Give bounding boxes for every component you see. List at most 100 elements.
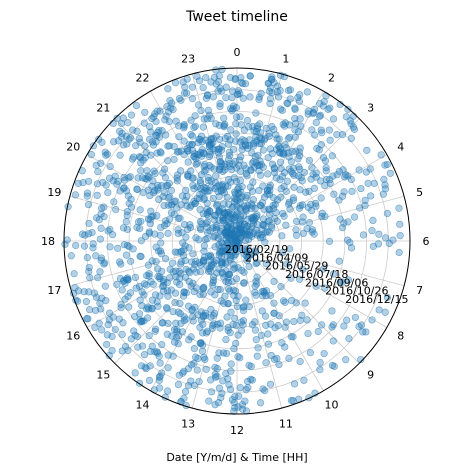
- tweet-point: [339, 278, 347, 286]
- tweet-point: [375, 230, 383, 238]
- tweet-point: [328, 307, 336, 315]
- tweet-point: [211, 243, 219, 251]
- tweet-point: [175, 122, 183, 130]
- tweet-point: [361, 201, 369, 210]
- tweet-point: [82, 298, 90, 306]
- tweet-point: [289, 196, 297, 204]
- tweet-point: [180, 137, 188, 145]
- tweet-point: [174, 229, 182, 238]
- tweet-point: [240, 268, 248, 276]
- tweet-point: [117, 260, 125, 268]
- tweet-point: [171, 289, 180, 297]
- angular-gridline: [114, 240, 238, 364]
- tweet-point: [242, 296, 250, 304]
- tweet-point: [201, 161, 209, 169]
- tweet-point: [252, 291, 260, 299]
- tweet-point: [336, 278, 345, 286]
- tweet-point: [296, 357, 304, 366]
- tweet-point: [284, 135, 292, 143]
- tweet-point: [137, 167, 145, 175]
- tweet-point: [305, 156, 314, 165]
- tweet-point: [340, 188, 348, 196]
- tweet-point: [180, 288, 188, 296]
- tweet-point: [212, 172, 220, 180]
- tweet-point: [285, 121, 294, 129]
- tweet-point: [165, 117, 173, 126]
- tweet-point: [221, 243, 229, 251]
- tweet-point: [147, 213, 155, 221]
- tweet-point: [396, 220, 404, 228]
- tweet-point: [351, 313, 359, 322]
- tweet-point: [316, 365, 324, 374]
- tweet-point: [252, 248, 260, 256]
- tweet-point: [375, 306, 383, 314]
- tweet-point: [292, 231, 301, 239]
- tweet-point: [185, 244, 193, 252]
- scatter-points: [61, 65, 404, 415]
- tweet-point: [279, 297, 288, 305]
- tweet-point: [228, 204, 236, 212]
- tweet-point: [207, 267, 215, 275]
- tweet-point: [199, 290, 207, 299]
- tweet-point: [171, 248, 179, 256]
- tweet-point: [291, 133, 299, 141]
- tweet-point: [184, 225, 192, 234]
- tweet-point: [160, 201, 168, 210]
- tweet-point: [140, 280, 149, 288]
- tweet-point: [311, 131, 319, 139]
- tweet-point: [99, 178, 107, 187]
- tweet-point: [157, 223, 165, 232]
- tweet-point: [211, 309, 219, 317]
- tweet-point: [368, 227, 376, 235]
- tweet-point: [260, 136, 268, 144]
- tweet-point: [222, 335, 230, 344]
- tweet-point: [160, 221, 169, 230]
- tweet-point: [238, 405, 247, 413]
- tweet-point: [364, 179, 372, 187]
- tweet-point: [338, 224, 347, 232]
- tweet-point: [200, 247, 208, 255]
- tweet-point: [144, 314, 152, 322]
- tweet-point: [220, 200, 228, 208]
- tweet-point: [132, 101, 141, 110]
- angular-gridline: [86, 154, 238, 242]
- hour-tick-label: 15: [96, 369, 110, 382]
- tweet-point: [187, 333, 195, 341]
- tweet-point: [355, 166, 363, 174]
- tweet-point: [273, 217, 281, 225]
- tweet-point: [268, 223, 276, 232]
- tweet-point: [277, 283, 285, 291]
- tweet-point: [209, 311, 218, 320]
- tweet-point: [114, 137, 123, 145]
- tweet-point: [166, 274, 174, 282]
- tweet-point: [136, 316, 144, 324]
- tweet-point: [357, 355, 365, 364]
- tweet-point: [287, 274, 295, 282]
- tweet-point: [308, 228, 316, 236]
- tweet-point: [281, 119, 289, 127]
- tweet-point: [270, 277, 278, 286]
- tweet-point: [137, 153, 145, 162]
- tweet-point: [205, 397, 213, 405]
- tweet-point: [208, 388, 216, 396]
- tweet-point: [336, 215, 344, 223]
- tweet-point: [211, 363, 219, 372]
- tweet-point: [199, 210, 207, 218]
- tweet-point: [280, 212, 288, 220]
- tweet-point: [247, 362, 255, 371]
- tweet-point: [292, 226, 300, 234]
- tweet-point: [192, 160, 200, 168]
- tweet-point: [256, 171, 265, 179]
- tweet-point: [321, 182, 329, 190]
- tweet-point: [264, 170, 272, 178]
- tweet-point: [133, 333, 141, 341]
- tweet-point: [282, 318, 291, 326]
- tweet-point: [328, 323, 336, 331]
- hour-tick-label: 1: [282, 52, 289, 65]
- tweet-point: [273, 135, 281, 143]
- tweet-point: [144, 261, 153, 269]
- hour-tick-label: 4: [397, 141, 404, 154]
- tweet-point: [296, 115, 304, 123]
- tweet-point: [257, 89, 265, 97]
- tweet-point: [234, 185, 242, 193]
